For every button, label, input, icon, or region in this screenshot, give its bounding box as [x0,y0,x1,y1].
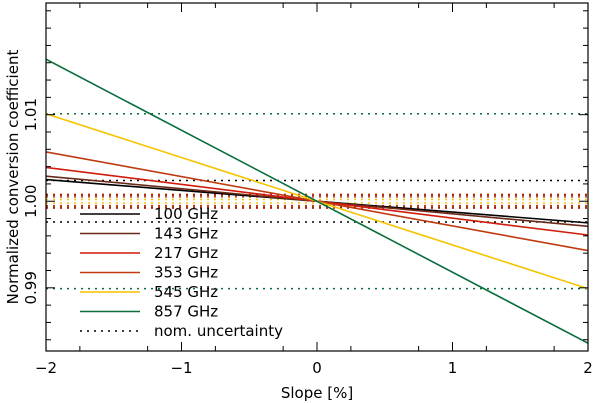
series-line-5 [46,58,588,344]
legend-label-1: 143 GHz [154,225,218,243]
y-tick-label-0: 0.99 [22,271,40,304]
x-tick-label-2: 0 [312,359,322,377]
y-axis-label: Normalized conversion coefficient [4,50,22,305]
legend-label-4: 545 GHz [154,283,218,301]
x-tick-label-3: 1 [448,359,458,377]
x-tick-label-1: −1 [170,359,192,377]
y-tick-label-1: 1.00 [22,185,40,218]
plot-background [46,3,588,351]
x-tick-label-0: −2 [35,359,57,377]
x-tick-label-4: 2 [583,359,593,377]
legend-label-uncertainty: nom. uncertainty [154,322,283,340]
legend-label-3: 353 GHz [154,264,218,282]
axis-ticks: −2 −1 0 1 2 0.99 1.00 1.01 [22,3,593,377]
legend-label-2: 217 GHz [154,244,218,262]
x-axis-label: Slope [%] [281,384,353,402]
legend-label-0: 100 GHz [154,205,218,223]
series-lines [46,58,588,344]
y-tick-label-2: 1.01 [22,98,40,131]
legend-label-5: 857 GHz [154,303,218,321]
